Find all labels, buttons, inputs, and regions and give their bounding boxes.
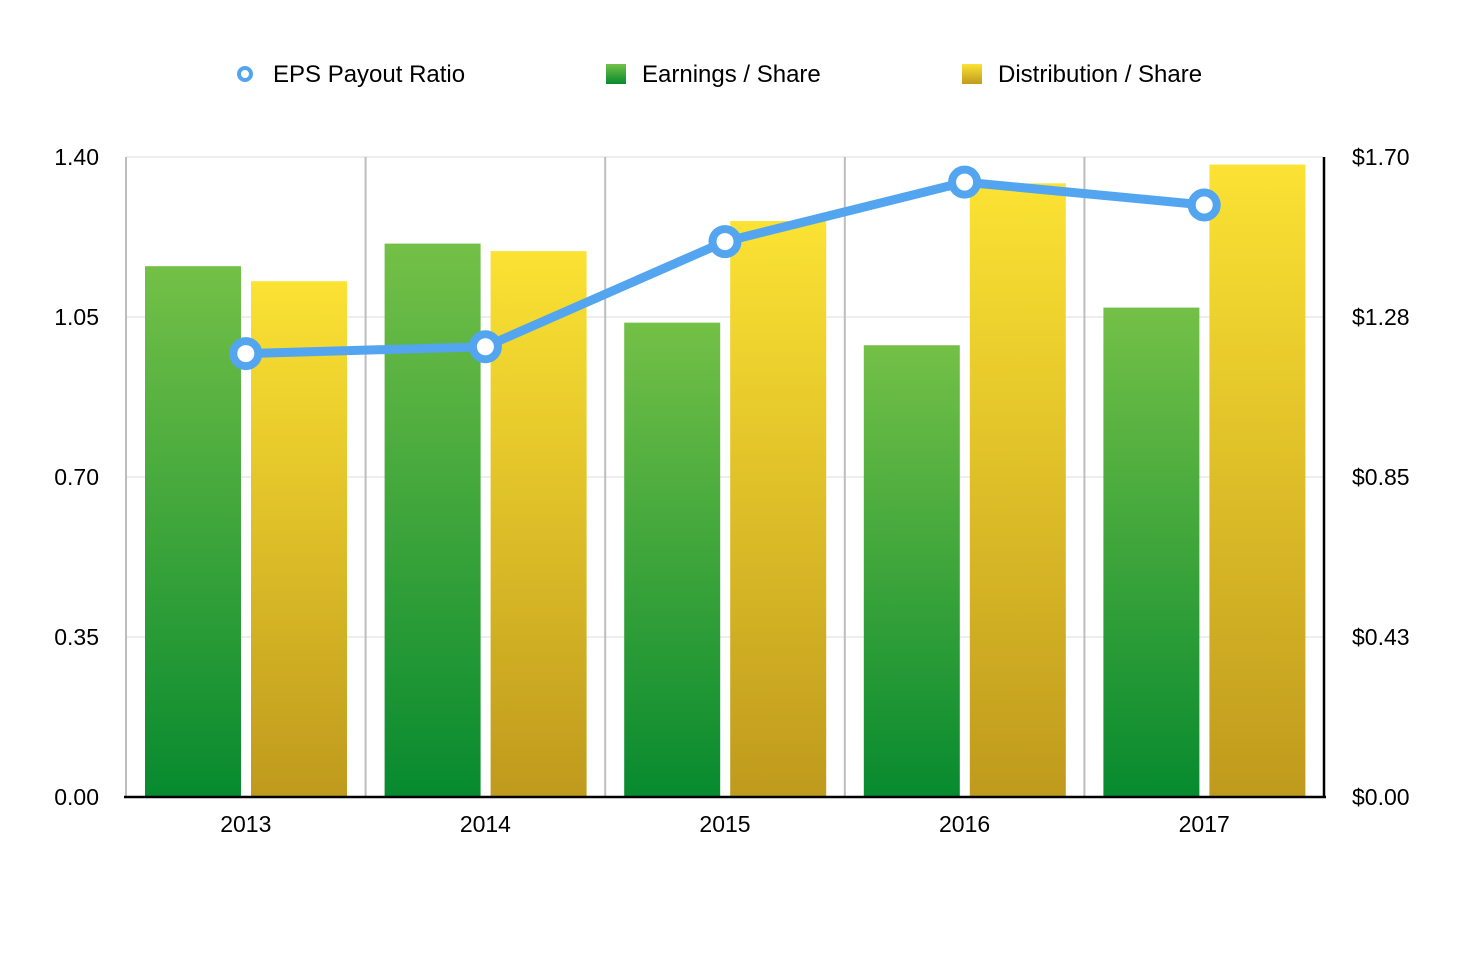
y-left-tick-label: 0.35 bbox=[54, 624, 99, 650]
x-tick-label: 2015 bbox=[699, 811, 750, 837]
legend-label-earnings: Earnings / Share bbox=[642, 61, 821, 88]
y-right-tick-label: $0.00 bbox=[1352, 784, 1410, 810]
payout-ratio-point bbox=[708, 225, 742, 259]
x-tick-label: 2017 bbox=[1179, 811, 1230, 837]
payout-ratio-point bbox=[468, 330, 502, 364]
bar-distribution-per-share bbox=[730, 221, 827, 797]
legend-marker-payout-ratio bbox=[237, 66, 253, 82]
x-tick-label: 2013 bbox=[220, 811, 271, 837]
x-tick-label: 2016 bbox=[939, 811, 990, 837]
bar-earnings-per-share bbox=[1103, 307, 1200, 797]
bars bbox=[145, 164, 1306, 798]
y-right-tick-label: $0.43 bbox=[1352, 624, 1410, 650]
legend-swatch-earnings bbox=[606, 64, 626, 84]
y-left-tick-label: 1.40 bbox=[54, 144, 99, 170]
bar-earnings-per-share bbox=[624, 322, 721, 797]
legend: EPS Payout Ratio Earnings / Share Distribu… bbox=[237, 61, 1202, 88]
payout-ratio-point bbox=[948, 165, 982, 199]
bar-earnings-per-share bbox=[863, 345, 960, 797]
bar-distribution-per-share bbox=[490, 251, 587, 797]
y-right-tick-label: $0.85 bbox=[1352, 464, 1410, 490]
y-right-tick-label: $1.28 bbox=[1352, 304, 1410, 330]
payout-line bbox=[229, 165, 1221, 371]
bar-distribution-per-share bbox=[251, 281, 347, 797]
y-left-tick-label: 0.00 bbox=[54, 784, 99, 810]
x-tick-label: 2014 bbox=[460, 811, 511, 837]
bar-distribution-per-share bbox=[969, 183, 1066, 798]
bar-earnings-per-share bbox=[384, 243, 481, 797]
payout-ratio-point bbox=[1187, 188, 1221, 222]
legend-swatch-distribution bbox=[962, 64, 982, 84]
bar-distribution-per-share bbox=[1209, 164, 1306, 797]
payout-ratio-point bbox=[229, 337, 263, 371]
axes bbox=[124, 157, 1326, 799]
bar-earnings-per-share bbox=[145, 266, 241, 797]
tick-labels: 0.00 $0.00 0.35 $0.43 0.70 $0.85 1.05 $1.28 1.40… bbox=[54, 144, 1409, 837]
y-right-tick-label: $1.70 bbox=[1352, 144, 1410, 170]
y-left-tick-label: 0.70 bbox=[54, 464, 99, 490]
legend-label-payout-ratio: EPS Payout Ratio bbox=[273, 61, 465, 88]
y-left-tick-label: 1.05 bbox=[54, 304, 99, 330]
legend-label-distribution: Distribution / Share bbox=[998, 61, 1202, 88]
